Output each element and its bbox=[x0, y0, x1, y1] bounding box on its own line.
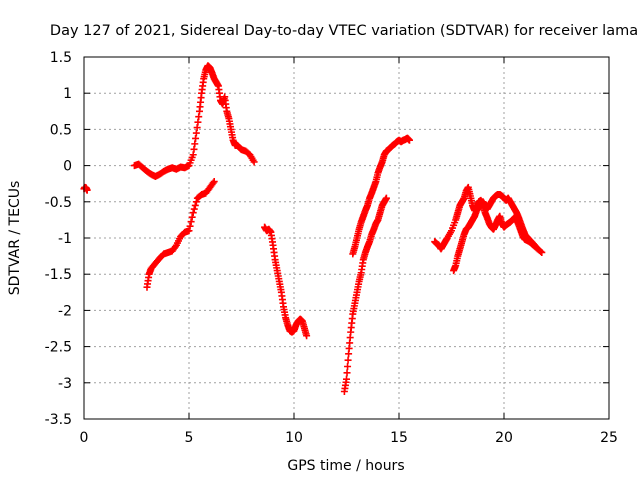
y-tick-label: 1.5 bbox=[50, 50, 72, 66]
axis-ticks: 0 5 10 15 20 25 -3.5 -3 -2.5 -2 -1.5 -1 -0.5 0 0.5 1 1.5 bbox=[45, 50, 618, 446]
x-axis-label: GPS time / hours bbox=[287, 458, 404, 474]
data-point-marker bbox=[185, 227, 193, 235]
data-point-marker bbox=[533, 244, 541, 252]
grid-lines bbox=[84, 57, 609, 419]
plot-frame bbox=[83, 56, 610, 420]
x-tick-label: 20 bbox=[495, 430, 513, 446]
data-point-marker bbox=[534, 245, 542, 253]
y-tick-label: -3 bbox=[58, 376, 72, 392]
data-point-marker bbox=[188, 213, 196, 221]
y-tick-label: -0.5 bbox=[45, 195, 72, 211]
data-point-marker bbox=[83, 186, 91, 194]
chart-title: Day 127 of 2021, Sidereal Day-to-day VTE… bbox=[50, 23, 638, 39]
data-point-marker bbox=[406, 136, 413, 144]
y-tick-label: -1.5 bbox=[45, 267, 72, 283]
y-axis-label: SDTVAR / TECUs bbox=[7, 181, 23, 296]
x-tick-label: 5 bbox=[185, 430, 194, 446]
data-point-marker bbox=[190, 205, 198, 213]
data-point-marker bbox=[209, 179, 217, 187]
data-point-marker bbox=[344, 356, 352, 364]
data-point-marker bbox=[250, 158, 258, 166]
data-point-marker bbox=[382, 194, 390, 202]
y-tick-label: 0 bbox=[63, 159, 72, 175]
data-point-marker bbox=[171, 243, 179, 251]
y-tick-label: -2.5 bbox=[45, 340, 72, 356]
data-point-marker bbox=[189, 209, 197, 217]
data-point-marker bbox=[344, 363, 352, 371]
data-point-marker bbox=[343, 369, 351, 377]
data-point-marker bbox=[210, 178, 218, 186]
y-tick-label: 0.5 bbox=[50, 122, 72, 138]
data-point-marker bbox=[186, 222, 194, 230]
x-tick-label: 25 bbox=[600, 430, 618, 446]
y-tick-label: -1 bbox=[58, 231, 72, 247]
x-tick-label: 15 bbox=[390, 430, 408, 446]
y-tick-label: -3.5 bbox=[45, 412, 72, 428]
y-tick-label: 1 bbox=[63, 86, 72, 102]
x-tick-label: 0 bbox=[80, 430, 89, 446]
data-point-marker bbox=[191, 201, 199, 209]
data-point-marker bbox=[303, 332, 311, 340]
x-tick-label: 10 bbox=[285, 430, 303, 446]
data-point-marker bbox=[538, 248, 546, 256]
data-point-marker bbox=[192, 198, 200, 206]
data-points bbox=[80, 62, 546, 395]
data-point-marker bbox=[343, 375, 350, 383]
y-tick-label: -2 bbox=[58, 303, 72, 319]
data-point-marker bbox=[187, 218, 195, 226]
